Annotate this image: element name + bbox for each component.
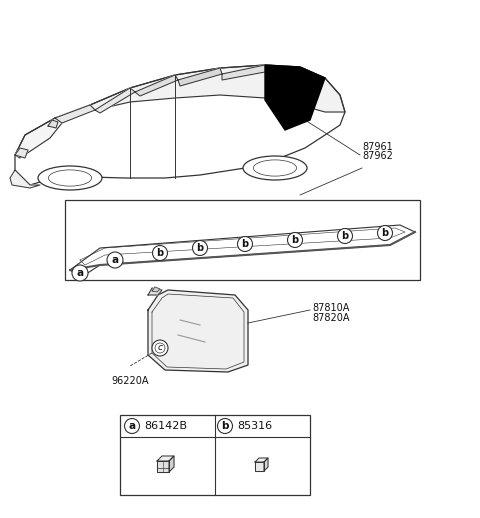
- Circle shape: [107, 252, 123, 268]
- Text: b: b: [156, 248, 164, 258]
- Polygon shape: [135, 75, 178, 96]
- Text: b: b: [221, 421, 229, 431]
- Circle shape: [152, 340, 168, 356]
- Polygon shape: [10, 170, 40, 188]
- Text: a: a: [76, 268, 84, 278]
- Circle shape: [238, 237, 252, 252]
- Polygon shape: [95, 88, 135, 113]
- Polygon shape: [265, 65, 325, 130]
- Bar: [65, 200, 420, 280]
- Text: b: b: [341, 231, 348, 241]
- Text: 87961: 87961: [362, 142, 393, 152]
- Text: a: a: [129, 421, 135, 431]
- Text: 85316: 85316: [237, 421, 272, 431]
- Circle shape: [337, 228, 352, 243]
- Polygon shape: [222, 65, 302, 80]
- Text: a: a: [111, 255, 119, 265]
- Text: b: b: [382, 228, 389, 238]
- Polygon shape: [15, 148, 28, 158]
- Polygon shape: [157, 456, 174, 461]
- Polygon shape: [15, 118, 62, 158]
- Polygon shape: [169, 456, 174, 472]
- Circle shape: [377, 225, 393, 240]
- Polygon shape: [264, 458, 268, 471]
- Polygon shape: [157, 461, 169, 472]
- Circle shape: [72, 265, 88, 281]
- Ellipse shape: [38, 166, 102, 190]
- Polygon shape: [255, 462, 264, 471]
- Polygon shape: [148, 288, 162, 295]
- Polygon shape: [178, 68, 222, 86]
- Polygon shape: [255, 458, 268, 462]
- Text: b: b: [241, 239, 249, 249]
- Polygon shape: [55, 105, 95, 123]
- Polygon shape: [148, 290, 248, 372]
- Text: 86142B: 86142B: [144, 421, 187, 431]
- Text: 87962: 87962: [362, 151, 393, 161]
- Text: b: b: [196, 243, 204, 253]
- Circle shape: [217, 419, 232, 434]
- Text: 87820A: 87820A: [312, 313, 349, 323]
- Text: 96220A: 96220A: [111, 376, 149, 386]
- Polygon shape: [15, 65, 345, 185]
- Text: 87810A: 87810A: [312, 303, 349, 313]
- Circle shape: [124, 419, 140, 434]
- Polygon shape: [70, 225, 415, 278]
- Circle shape: [192, 240, 207, 255]
- Text: c: c: [157, 343, 163, 353]
- Text: b: b: [291, 235, 299, 245]
- Polygon shape: [152, 287, 160, 292]
- Circle shape: [288, 233, 302, 248]
- Ellipse shape: [243, 156, 307, 180]
- Circle shape: [153, 246, 168, 261]
- Polygon shape: [90, 65, 345, 112]
- Polygon shape: [48, 120, 58, 128]
- Bar: [120, 415, 310, 495]
